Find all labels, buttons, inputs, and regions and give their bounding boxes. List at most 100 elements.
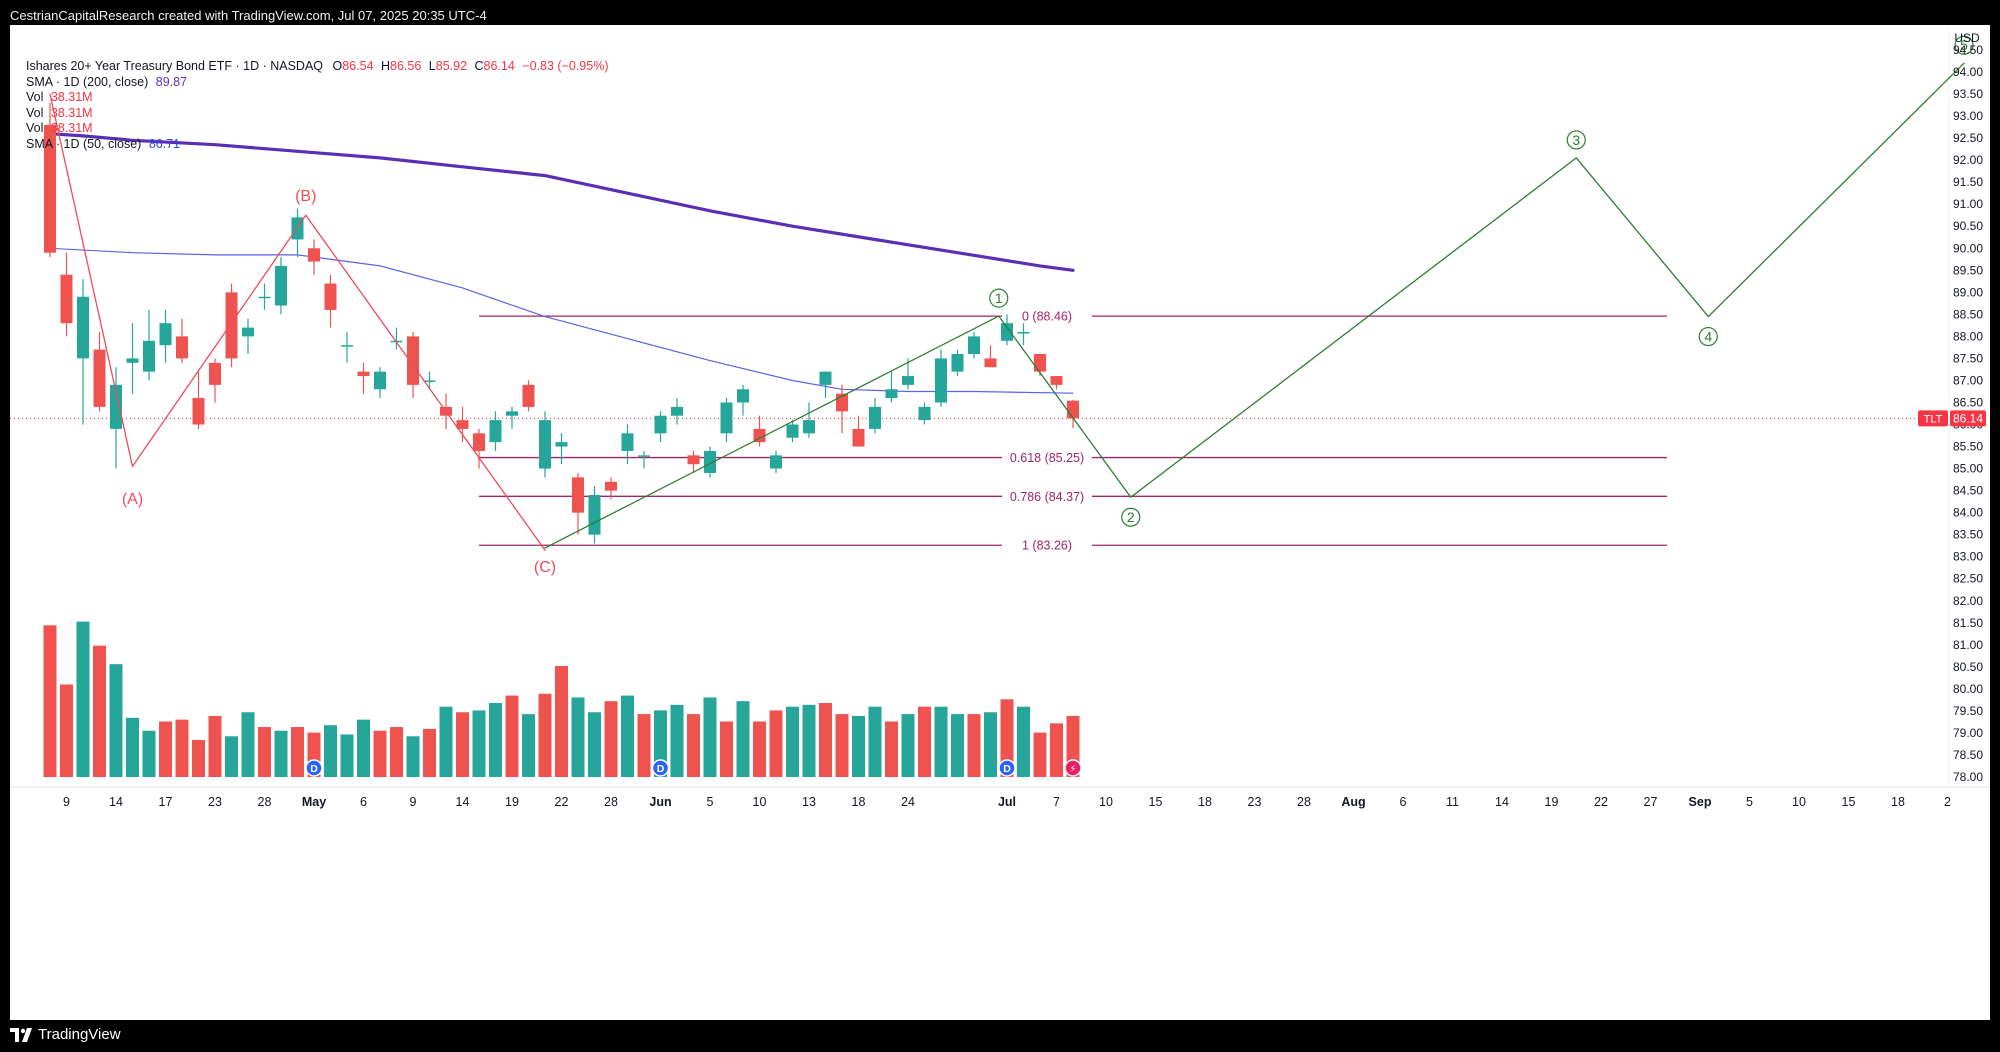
legend-ohlc-row[interactable]: Ishares 20+ Year Treasury Bond ETF · 1D … (26, 59, 608, 75)
volume-bar (967, 714, 981, 777)
volume-bar (687, 714, 700, 777)
volume-bar (489, 703, 502, 777)
volume-bar (621, 695, 634, 777)
candle-body (555, 442, 568, 447)
fib-level-label: 1 (83.26) (1022, 539, 1072, 553)
wave-label-circle (1121, 507, 1141, 527)
y-tick-label: 80.00 (1953, 682, 1983, 696)
y-tick-label: 92.50 (1953, 131, 1983, 145)
x-tick-label: 14 (456, 795, 470, 809)
candle-body (951, 354, 964, 372)
volume-bar (984, 712, 997, 777)
y-tick-label: 92.00 (1953, 153, 1983, 167)
candle-body (1001, 323, 1013, 341)
candle-body (885, 389, 898, 399)
x-tick-label: 22 (555, 795, 569, 809)
wave-label: 1 (995, 290, 1003, 306)
legend-vol-row[interactable]: Vol 38.31M (26, 121, 608, 137)
legend-change: −0.83 (−0.95%) (522, 59, 609, 73)
y-tick-label: 82.50 (1953, 572, 1983, 586)
fib-level-label: 0 (88.46) (1022, 310, 1072, 324)
legend-low-label: L (428, 59, 436, 73)
y-tick-label: 94.00 (1953, 65, 1983, 79)
sma50-line (49, 247, 1074, 394)
y-tick-label: 91.50 (1953, 175, 1983, 189)
candle-body (176, 336, 188, 359)
volume-bar (1000, 699, 1014, 777)
candle-body (687, 455, 700, 465)
volume-bar (786, 706, 799, 777)
candle-body (654, 415, 667, 434)
volume-bar (588, 712, 601, 777)
abc-wave-label: (A) (122, 491, 143, 508)
volume-bar (159, 721, 172, 777)
earnings-marker-label: ⚡ (1069, 764, 1076, 775)
x-tick-label: 19 (505, 795, 519, 809)
y-tick-label: 88.50 (1953, 307, 1983, 321)
legend-sma200-row[interactable]: SMA · 1D (200, close) 89.87 (26, 75, 608, 91)
x-tick-label: 10 (753, 795, 767, 809)
candle-body (1034, 354, 1046, 372)
volume-bar (439, 706, 453, 777)
candle-body (77, 296, 89, 359)
x-tick-label: 5 (1746, 795, 1753, 809)
candle-body (605, 481, 617, 491)
volume-bar (390, 727, 403, 777)
legend-vol-value: 38.31M (50, 90, 93, 104)
y-tick-label: 84.00 (1953, 506, 1983, 520)
volume-bar (142, 730, 156, 777)
y-tick-label: 79.00 (1953, 726, 1983, 740)
y-tick-label: 78.00 (1953, 770, 1983, 784)
x-tick-label: 17 (159, 795, 173, 809)
candle-body (968, 336, 980, 355)
candle-body (720, 402, 733, 434)
candle-body (1017, 331, 1030, 334)
candle-body (456, 420, 469, 429)
candle-body (159, 323, 172, 346)
candle-body (1067, 400, 1079, 419)
chart-panel[interactable]: 0 (88.46) 0.618 (85.25) 0.786 (84.37) 1 (83… (10, 25, 1990, 1020)
candle-body (258, 296, 271, 299)
volume-bar (819, 703, 832, 777)
legend-sma200-value: 89.87 (155, 74, 188, 89)
x-tick-label: Sep (1689, 795, 1712, 809)
impulse-wave-path (544, 62, 1965, 549)
volume-bar (93, 645, 106, 777)
volume-bar (604, 701, 618, 777)
candle-body (902, 376, 914, 385)
legend-sma50-row[interactable]: SMA · 1D (50, close) 86.71 (26, 137, 608, 153)
volume-bar (126, 717, 139, 777)
legend-vol-row[interactable]: Vol 38.31M (26, 90, 608, 106)
y-tick-label: 82.00 (1953, 594, 1983, 608)
volume-bar (901, 714, 915, 777)
x-tick-label: 27 (1644, 795, 1658, 809)
volume-bar (703, 697, 717, 777)
legend-open-label: O (332, 59, 343, 73)
earnings-marker (1064, 759, 1082, 777)
dividend-marker (305, 759, 323, 777)
fib-label-bg (1002, 488, 1092, 505)
candle-body (324, 283, 337, 310)
x-tick-label: 10 (1099, 795, 1113, 809)
candle-body (110, 384, 122, 429)
price-chart[interactable]: 0 (88.46) 0.618 (85.25) 0.786 (84.37) 1 (83… (10, 25, 1990, 1020)
wave-label-circle (989, 288, 1009, 308)
y-tick-label: 87.50 (1953, 351, 1983, 365)
y-tick-label: 83.00 (1953, 550, 1983, 564)
candle-body (506, 411, 518, 416)
volume-bar (456, 712, 469, 777)
candle-body (737, 389, 749, 403)
candle-body (984, 358, 997, 368)
legend-vol-row[interactable]: Vol 38.31M (26, 106, 608, 122)
x-tick-label: 23 (208, 795, 222, 809)
x-tick-label: 7 (1053, 795, 1060, 809)
wave-label-circle (1698, 326, 1718, 347)
volume-bar (324, 725, 337, 777)
candle-body (803, 420, 815, 434)
sma200-line (48, 132, 1075, 272)
symbol-tag: TLT (1924, 413, 1943, 425)
candle-body (572, 477, 584, 513)
candle-body (819, 371, 832, 385)
x-tick-label: 18 (852, 795, 866, 809)
dividend-marker-label: D (310, 763, 318, 775)
